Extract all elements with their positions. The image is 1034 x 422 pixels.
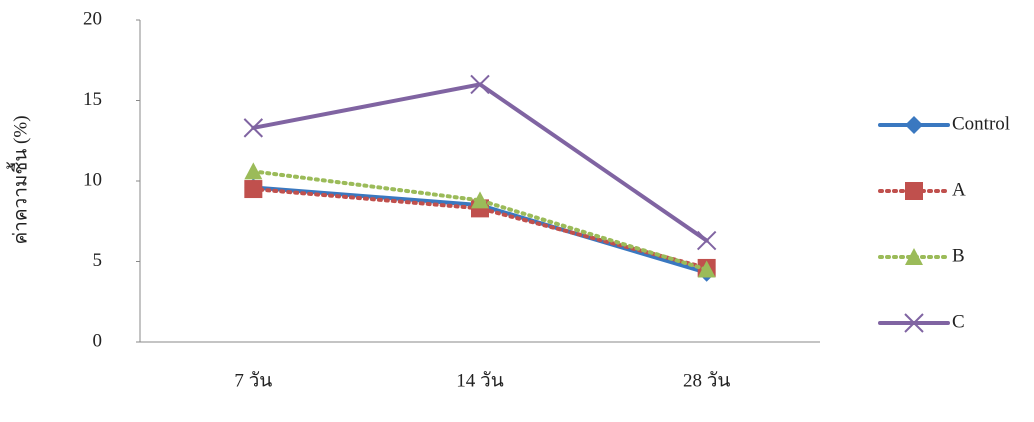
- marker: [905, 182, 923, 200]
- legend-label: Control: [952, 113, 1010, 134]
- legend-label: B: [952, 245, 965, 266]
- marker: [243, 118, 264, 138]
- y-tick-label: 0: [93, 330, 103, 351]
- marker: [244, 180, 263, 199]
- marker: [697, 260, 716, 278]
- marker: [471, 191, 489, 209]
- marker: [696, 230, 717, 251]
- legend-label: C: [952, 311, 965, 332]
- legend-label: A: [952, 179, 966, 200]
- series-line: [251, 169, 709, 272]
- x-tick-label: 28 วัน: [683, 370, 730, 391]
- y-axis-label: ค่าความชื้น (%): [6, 115, 31, 244]
- marker: [904, 313, 924, 333]
- marker: [470, 74, 490, 95]
- marker: [905, 116, 923, 134]
- y-tick-label: 5: [93, 250, 103, 271]
- marker: [905, 248, 923, 265]
- x-tick-label: 7 วัน: [234, 370, 272, 391]
- y-tick-label: 10: [83, 169, 102, 190]
- marker: [244, 162, 263, 180]
- y-tick-label: 15: [83, 89, 102, 110]
- y-tick-label: 20: [83, 8, 102, 29]
- x-tick-label: 14 วัน: [456, 370, 503, 391]
